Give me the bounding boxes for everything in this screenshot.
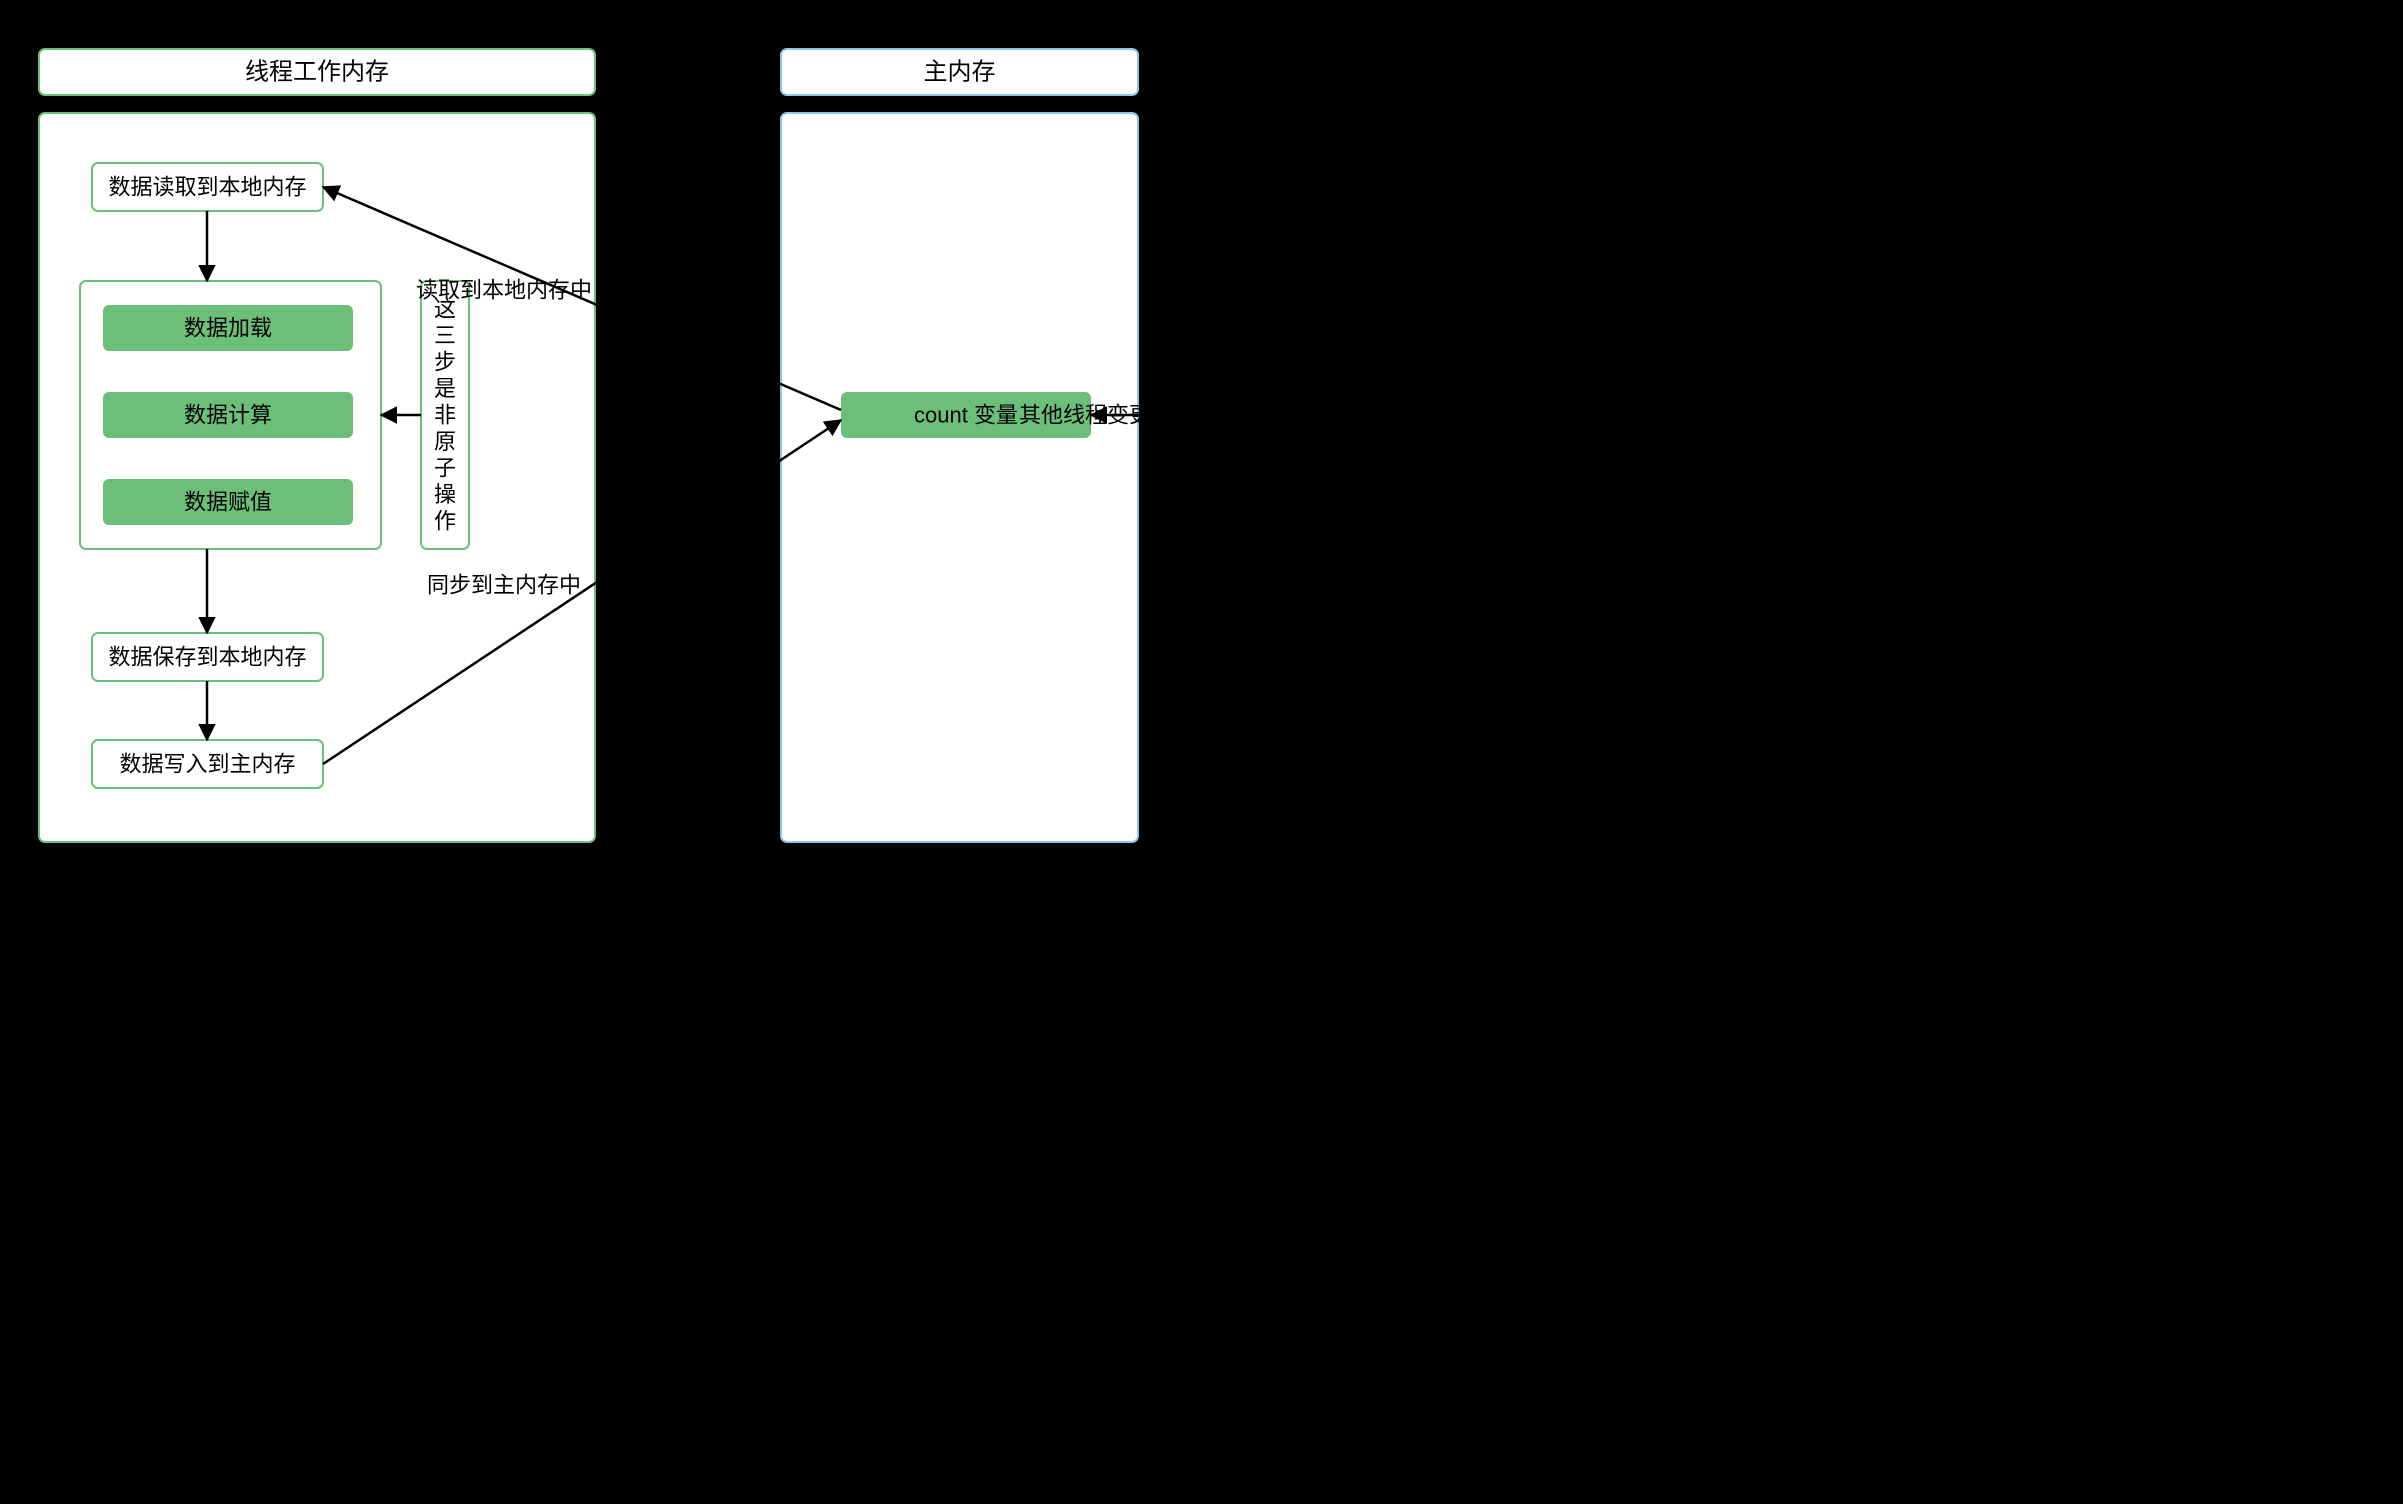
memory-model-diagram: 线程工作内存主内存数据读取到本地内存数据加载数据计算数据赋值这三步是非原子操作数…	[0, 0, 1509, 939]
main-memory-body-box	[781, 113, 1138, 842]
node-step_calc-label: 数据计算	[184, 403, 272, 428]
node-write-main-label: 数据写入到主内存	[119, 752, 295, 777]
node-note-char-4: 非	[434, 403, 456, 428]
node-read-local-label: 数据读取到本地内存	[108, 175, 306, 200]
node-note-char-3: 是	[434, 376, 456, 401]
node-note-char-5: 原	[434, 429, 456, 454]
thread-header-label: 线程工作内存	[245, 59, 389, 86]
node-count-var-label: count 变量	[914, 403, 1018, 428]
node-step_load-label: 数据加载	[184, 316, 272, 341]
label-sync-to-main: 同步到主内存中	[427, 573, 581, 598]
node-note-char-1: 三	[434, 323, 456, 348]
node-note-char-7: 操	[434, 482, 456, 507]
label-other-thread: 其他线程变更该值	[1019, 403, 1195, 428]
label-read-to-local: 读取到本地内存中	[416, 278, 592, 303]
node-save-local-label: 数据保存到本地内存	[108, 645, 306, 670]
node-note-char-8: 作	[434, 509, 456, 534]
node-note-char-6: 子	[434, 456, 456, 481]
main-memory-header-label: 主内存	[924, 59, 996, 86]
node-step_assign-label: 数据赋值	[184, 490, 272, 515]
node-note-char-2: 步	[434, 350, 456, 375]
